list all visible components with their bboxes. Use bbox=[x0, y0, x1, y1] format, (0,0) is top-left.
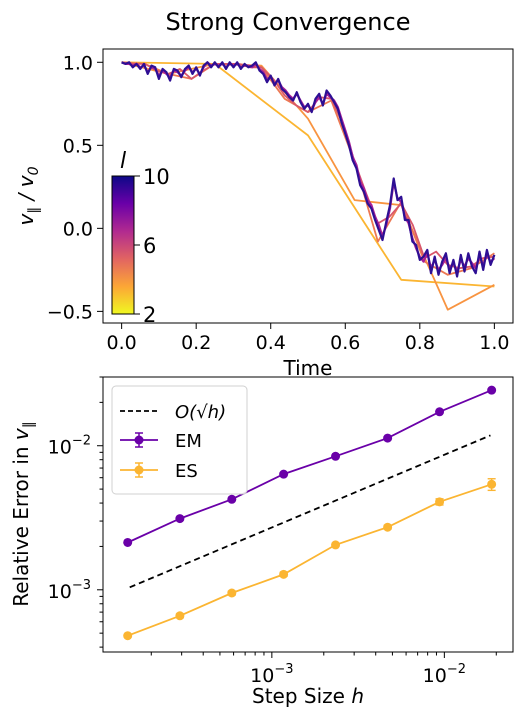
bottom-x-ticks: 10−3 10−2 bbox=[150, 652, 497, 687]
es-point-3 bbox=[279, 569, 289, 579]
em-point-1 bbox=[175, 514, 185, 524]
es-point-0 bbox=[123, 631, 133, 641]
colorbar-label: l bbox=[120, 149, 126, 174]
es-point-2 bbox=[227, 588, 237, 598]
bottom-y-tick-label-1: 10−2 bbox=[48, 434, 91, 459]
em-marker-0 bbox=[123, 537, 133, 547]
legend-es-swatch bbox=[120, 462, 158, 478]
em-marker-7 bbox=[487, 385, 497, 395]
top-series-level-4 bbox=[121, 61, 495, 276]
top-series-group bbox=[121, 61, 496, 311]
es-point-7 bbox=[487, 478, 497, 492]
es-point-4 bbox=[331, 540, 341, 550]
legend: O(√h) EM ES bbox=[111, 385, 248, 495]
em-point-5 bbox=[383, 433, 393, 443]
es-point-6 bbox=[435, 497, 445, 507]
top-y-tick-label-2: 0.5 bbox=[63, 135, 93, 157]
bottom-panel: 10−3 10−2 10−3 10−2 Step Size h Relative E… bbox=[9, 376, 514, 707]
em-marker-6 bbox=[435, 407, 445, 417]
top-y-tick-label-0: −0.5 bbox=[47, 301, 93, 323]
colorbar-tick-label-2: 10 bbox=[143, 165, 170, 189]
top-x-ticks: 0.0 0.2 0.4 0.6 0.8 1.0 bbox=[107, 323, 509, 354]
top-panel: 0.0 0.2 0.4 0.6 0.8 1.0 −0.5 0.0 0.5 1.0 Time v∥… bbox=[14, 48, 514, 380]
em-marker-2 bbox=[227, 494, 237, 504]
legend-ref-label: O(√h) bbox=[175, 402, 226, 423]
bottom-series-group bbox=[123, 385, 497, 641]
legend-em-label: EM bbox=[175, 431, 202, 452]
bottom-y-axis-label: Relative Error in v∥ bbox=[9, 421, 37, 607]
es-marker-2 bbox=[227, 588, 237, 598]
colorbar-ticks: 2 6 10 bbox=[134, 165, 170, 327]
es-marker-4 bbox=[331, 540, 341, 550]
top-x-tick-label-1: 0.2 bbox=[181, 332, 211, 354]
top-y-tick-label-1: 0.0 bbox=[63, 218, 93, 240]
es-point-1 bbox=[175, 611, 185, 621]
bottom-x-tick-label-1: 10−2 bbox=[423, 662, 466, 687]
colorbar-tick-label-0: 2 bbox=[143, 303, 156, 327]
em-marker-1 bbox=[175, 514, 185, 524]
legend-box bbox=[111, 385, 248, 495]
em-point-4 bbox=[331, 451, 341, 461]
bottom-x-tick-label-0: 10−3 bbox=[250, 662, 293, 687]
top-series-level-7 bbox=[121, 61, 496, 273]
colorbar-gradient bbox=[111, 175, 135, 315]
top-plot-frame bbox=[102, 48, 514, 324]
es-marker-6 bbox=[435, 497, 445, 507]
top-series-level-2 bbox=[121, 61, 495, 288]
bottom-x-axis-label: Step Size h bbox=[252, 684, 364, 707]
bottom-y-tick-label-0: 10−3 bbox=[48, 578, 91, 603]
top-x-tick-label-2: 0.4 bbox=[256, 332, 286, 354]
bottom-x-axis-label-text: Step Size bbox=[252, 684, 351, 707]
es-marker-5 bbox=[383, 522, 393, 532]
em-point-2 bbox=[227, 494, 237, 504]
top-x-axis-label: Time bbox=[283, 356, 333, 380]
es-marker-1 bbox=[175, 611, 185, 621]
em-point-6 bbox=[435, 407, 445, 417]
em-marker-4 bbox=[331, 451, 341, 461]
em-marker-3 bbox=[279, 469, 289, 479]
colorbar-tick-label-1: 6 bbox=[143, 234, 156, 258]
es-point-5 bbox=[383, 522, 393, 532]
top-x-tick-label-3: 0.6 bbox=[330, 332, 360, 354]
bottom-plot-frame bbox=[102, 376, 514, 653]
top-y-ticks: −0.5 0.0 0.5 1.0 bbox=[47, 52, 103, 323]
em-point-7 bbox=[487, 385, 497, 395]
es-marker-3 bbox=[279, 569, 289, 579]
top-y-tick-label-3: 1.0 bbox=[63, 52, 93, 74]
top-y-axis-label: v∥ / v0 bbox=[14, 166, 42, 225]
top-x-tick-label-0: 0.0 bbox=[107, 332, 137, 354]
figure-title: Strong Convergence bbox=[166, 8, 411, 36]
top-series-level-10 bbox=[121, 61, 496, 278]
em-point-3 bbox=[279, 469, 289, 479]
top-x-tick-label-4: 0.8 bbox=[405, 332, 435, 354]
reference-line bbox=[129, 434, 491, 589]
top-series-level-5 bbox=[121, 61, 495, 270]
top-x-tick-label-5: 1.0 bbox=[479, 332, 509, 354]
legend-es-label: ES bbox=[175, 461, 198, 482]
colorbar: l 2 6 10 bbox=[111, 149, 170, 327]
bottom-y-ticks: 10−3 10−2 bbox=[48, 376, 103, 648]
em-marker-5 bbox=[383, 433, 393, 443]
em-line bbox=[127, 389, 492, 544]
es-line bbox=[127, 483, 492, 637]
em-point-0 bbox=[123, 537, 133, 547]
es-marker-0 bbox=[123, 631, 133, 641]
legend-em-swatch bbox=[120, 432, 158, 448]
es-marker-7 bbox=[487, 479, 497, 489]
